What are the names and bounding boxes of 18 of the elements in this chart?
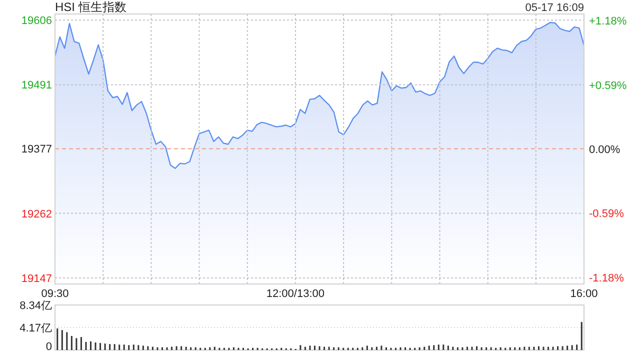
x-tick-label: 09:30 — [41, 288, 69, 300]
y2-tick-label: 0.00% — [589, 144, 620, 156]
y-tick-label: 4.17亿 — [20, 322, 52, 334]
y2-tick-label: +1.18% — [589, 16, 627, 28]
y2-tick-label: +0.59% — [589, 80, 627, 92]
y-tick-label: 19491 — [21, 80, 52, 92]
chart-title: HSI 恒生指数 — [55, 0, 126, 14]
x-tick-label: 12:00/13:00 — [266, 288, 325, 300]
x-tick-label: 16:00 — [570, 288, 598, 300]
y2-tick-label: -1.18% — [589, 272, 624, 284]
y2-tick-label: -0.59% — [589, 208, 624, 220]
y-tick-label: 19262 — [21, 208, 52, 220]
y-tick-label: 0 — [46, 341, 52, 353]
y-tick-label: 19147 — [21, 272, 52, 285]
y-tick-label: 8.34亿 — [20, 300, 52, 312]
text: 05-17 16:09 — [525, 2, 584, 14]
y-tick-label: 19377 — [21, 144, 52, 156]
y-tick-label: 19606 — [21, 15, 52, 28]
